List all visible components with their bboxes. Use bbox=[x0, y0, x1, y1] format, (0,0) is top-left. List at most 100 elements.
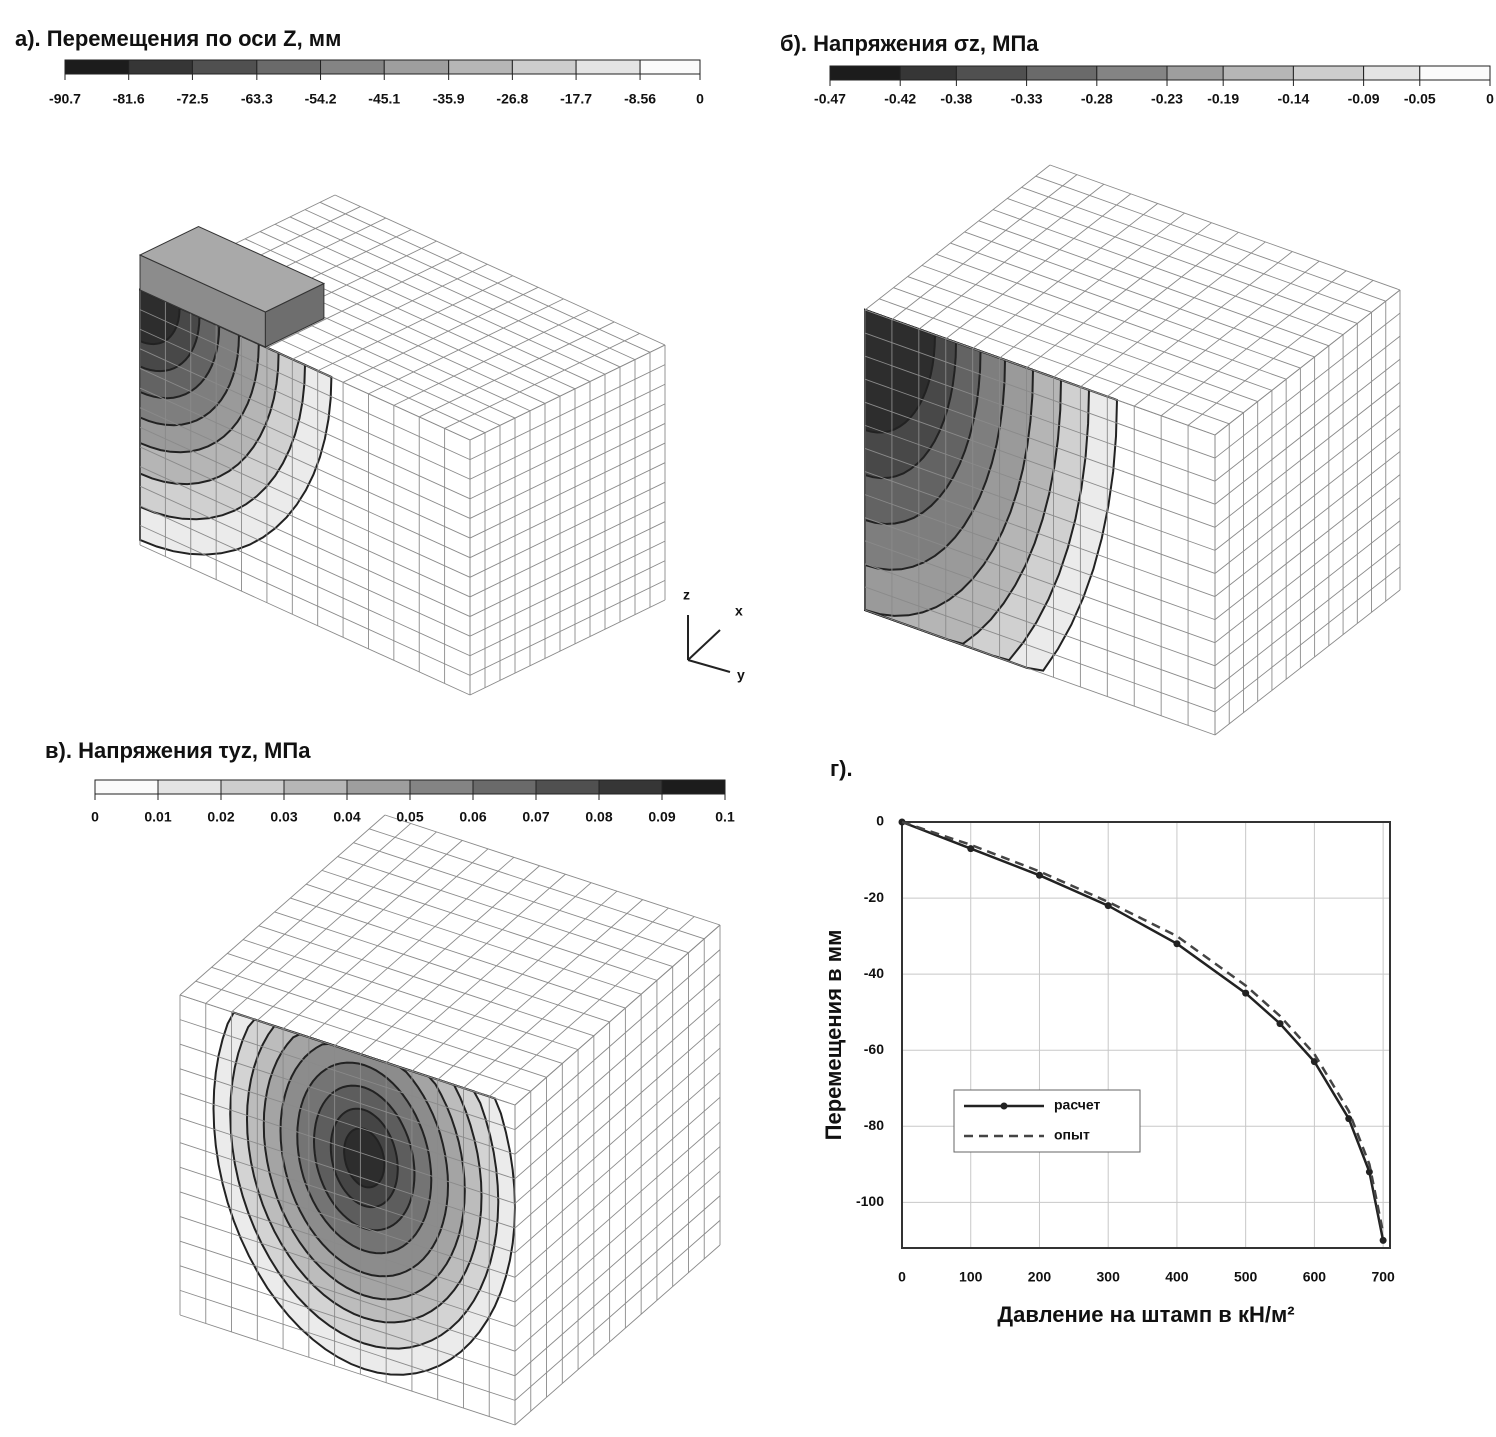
colorbar-tick-label: -0.33 bbox=[1011, 91, 1043, 107]
mesh-line bbox=[469, 521, 666, 617]
mesh-line bbox=[918, 183, 1105, 330]
mesh-line bbox=[139, 466, 471, 617]
colorbar-tick-label: -0.05 bbox=[1404, 91, 1436, 107]
plot-area bbox=[902, 822, 1390, 1248]
series-marker bbox=[967, 845, 975, 853]
mesh-line bbox=[1160, 270, 1347, 417]
mesh-line bbox=[393, 309, 590, 406]
mesh-line bbox=[488, 916, 695, 1097]
mesh-line bbox=[179, 1019, 516, 1131]
mesh-line bbox=[274, 911, 610, 1023]
x-tick-label: 100 bbox=[959, 1269, 983, 1285]
mesh-line bbox=[1214, 520, 1401, 667]
mesh-line bbox=[1021, 186, 1372, 313]
colorbar-tick-label: -90.7 bbox=[49, 91, 81, 107]
legend-box bbox=[953, 1089, 1141, 1153]
mesh-line bbox=[274, 223, 606, 375]
colorbar-tick-label: 0 bbox=[91, 809, 99, 825]
colorbar-tick-label: 0.1 bbox=[715, 809, 735, 825]
x-axis-label: Давление на штамп в кН/м² bbox=[997, 1302, 1294, 1327]
mesh-line bbox=[368, 298, 564, 395]
mesh-line bbox=[945, 193, 1132, 340]
colorbar-segment bbox=[639, 59, 701, 75]
colorbar-segment bbox=[283, 779, 348, 795]
mesh-line bbox=[244, 238, 576, 390]
mesh-line bbox=[514, 1195, 721, 1377]
mesh-line bbox=[139, 544, 471, 696]
axis-arrow bbox=[687, 659, 731, 673]
mesh-line bbox=[437, 899, 643, 1080]
colorbar-segment bbox=[256, 59, 322, 75]
mesh-line bbox=[864, 586, 1216, 713]
axis-arrow bbox=[687, 629, 721, 661]
colorbar-segment bbox=[128, 59, 193, 75]
mesh-line bbox=[514, 1023, 721, 1204]
colorbar-segment bbox=[64, 59, 130, 75]
x-tick-label: 300 bbox=[1097, 1269, 1121, 1285]
colorbar-segment bbox=[1363, 65, 1421, 81]
fem-cube bbox=[138, 194, 666, 696]
mesh-line bbox=[514, 1146, 721, 1327]
colorbar-segment bbox=[346, 779, 411, 795]
y-axis-label: Перемещения в мм bbox=[821, 930, 846, 1141]
mesh-line bbox=[921, 264, 1273, 391]
cube-face bbox=[140, 195, 665, 440]
mesh-line bbox=[179, 814, 386, 996]
colorbar-tick-label: 0.04 bbox=[333, 809, 360, 825]
colorbar-segment bbox=[1096, 65, 1168, 81]
mesh-line bbox=[179, 994, 516, 1106]
series-marker bbox=[1379, 1236, 1387, 1244]
mesh-line bbox=[179, 1314, 516, 1426]
x-tick-label: 400 bbox=[1165, 1269, 1189, 1285]
series-marker bbox=[1104, 902, 1112, 910]
mesh-line bbox=[1053, 231, 1239, 378]
colorbar-segment bbox=[1292, 65, 1365, 81]
mesh-line bbox=[369, 828, 705, 940]
x-tick-label: 700 bbox=[1371, 1269, 1395, 1285]
mesh-line bbox=[321, 869, 658, 981]
mesh-line bbox=[1214, 381, 1401, 528]
mesh-line bbox=[864, 563, 1216, 690]
colorbar-segment bbox=[472, 779, 537, 795]
mesh-line bbox=[179, 1043, 516, 1155]
colorbar-tick-label: -0.42 bbox=[884, 91, 916, 107]
mesh-line bbox=[469, 540, 666, 637]
mesh-line bbox=[139, 368, 471, 519]
colorbar-tick-label: 0.05 bbox=[396, 809, 423, 825]
mesh-line bbox=[514, 1170, 721, 1352]
mesh-line bbox=[337, 856, 673, 967]
mesh-line bbox=[1214, 312, 1401, 459]
mesh-line bbox=[1214, 335, 1401, 482]
mesh-line bbox=[179, 1265, 516, 1377]
mesh-line bbox=[179, 1240, 516, 1352]
mesh-line bbox=[469, 462, 666, 559]
mesh-line bbox=[864, 401, 1216, 528]
mesh-line bbox=[139, 407, 471, 559]
mesh-line bbox=[384, 814, 721, 926]
mesh-line bbox=[195, 980, 531, 1092]
colorbar-tick-label: 0.07 bbox=[522, 809, 549, 825]
mesh-line bbox=[211, 966, 547, 1078]
mesh-line bbox=[469, 383, 666, 480]
mesh-line bbox=[360, 873, 566, 1055]
mesh-line bbox=[1214, 497, 1401, 644]
colorbar-tick-label: 0.02 bbox=[207, 809, 234, 825]
mesh-line bbox=[469, 403, 666, 500]
mesh-line bbox=[1035, 175, 1386, 302]
mesh-line bbox=[1133, 260, 1320, 407]
mesh-line bbox=[1214, 543, 1401, 690]
mesh-line bbox=[864, 332, 1216, 459]
mesh-line bbox=[864, 355, 1216, 482]
mesh-line bbox=[179, 1216, 516, 1327]
colorbar-tick-label: -17.7 bbox=[560, 91, 592, 107]
colorbar-tick-label: -81.6 bbox=[113, 91, 145, 107]
colorbar-segment bbox=[899, 65, 957, 81]
legend-label: опыт bbox=[1054, 1127, 1090, 1143]
colorbar-segment bbox=[829, 65, 901, 81]
mesh-line bbox=[907, 276, 1258, 402]
mesh-line bbox=[179, 1191, 516, 1303]
series-marker bbox=[1173, 940, 1181, 948]
colorbar-segment bbox=[448, 59, 513, 75]
mesh-line bbox=[1026, 222, 1212, 369]
mesh-line bbox=[1214, 589, 1401, 736]
